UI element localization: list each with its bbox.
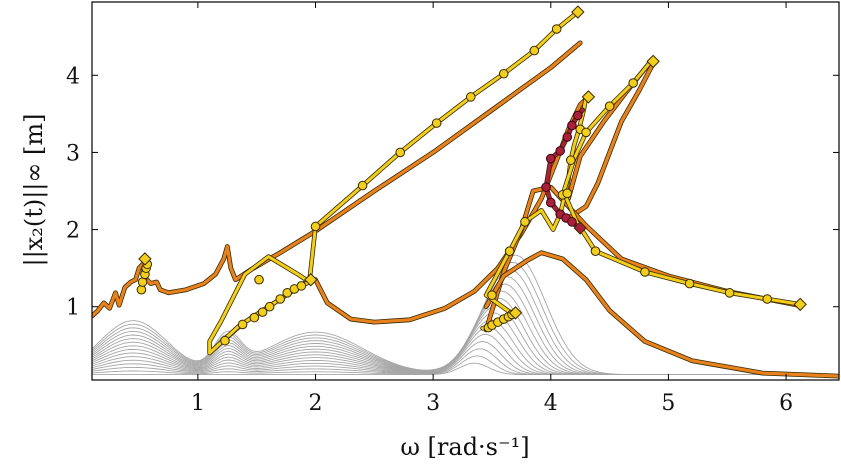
- point-marker: [529, 45, 540, 56]
- y-axis-title: ||x₂(t)||∞ [m]: [20, 114, 49, 267]
- point-marker: [590, 246, 601, 256]
- point-marker: [640, 267, 650, 277]
- point-marker: [431, 118, 442, 128]
- y-tick-label: 2: [66, 219, 80, 244]
- continuation-lower-right-line: [563, 193, 802, 306]
- end-diamond-marker: [571, 5, 585, 19]
- point-marker: [357, 180, 368, 191]
- point-marker: [275, 294, 286, 304]
- point-marker: [762, 294, 773, 304]
- point-marker: [395, 147, 406, 158]
- envelope-curves: [92, 40, 839, 379]
- point-marker: [296, 281, 307, 291]
- point-marker: [249, 312, 260, 323]
- point-marker: [520, 217, 530, 227]
- background-curve: [92, 254, 836, 376]
- y-tick-label: 4: [66, 64, 80, 89]
- point-marker: [565, 155, 576, 165]
- end-diamond-marker: [646, 54, 660, 69]
- envelope-right-branch-line: [566, 59, 656, 220]
- point-marker: [237, 319, 248, 330]
- unstable-point-marker: [562, 132, 573, 142]
- end-diamond-marker: [581, 90, 596, 104]
- markers: [136, 5, 807, 346]
- y-tick-label: 1: [66, 296, 80, 321]
- point-marker: [487, 290, 497, 300]
- point-marker: [684, 278, 695, 289]
- point-marker: [551, 24, 562, 34]
- unstable-point-marker: [545, 153, 556, 164]
- unstable-point-marker: [567, 120, 577, 131]
- point-marker: [254, 274, 264, 285]
- background-curves: [92, 254, 836, 376]
- end-diamond-marker: [138, 252, 152, 266]
- unstable-point-marker: [567, 217, 577, 227]
- unstable-point-marker: [541, 182, 551, 192]
- unstable-point-marker: [555, 146, 565, 156]
- axis-ticks: 1 2 3 4 5 6 1 2 3 4: [66, 2, 839, 416]
- point-marker: [465, 92, 476, 102]
- point-marker: [628, 78, 638, 88]
- point-marker: [498, 68, 509, 79]
- point-marker: [504, 246, 515, 256]
- point-marker: [220, 335, 230, 346]
- envelope-bottom-outline: [483, 250, 839, 379]
- plot-frame: [91, 1, 840, 381]
- x-tick-label: 5: [661, 391, 675, 416]
- unstable-point-marker: [573, 110, 583, 121]
- point-marker: [562, 188, 573, 199]
- unstable-end-diamond-marker: [573, 221, 587, 235]
- point-marker: [310, 221, 321, 232]
- point-marker: [264, 301, 275, 312]
- envelope-bottom-line: [484, 251, 839, 378]
- point-marker: [604, 101, 615, 111]
- x-tick-label: 4: [544, 391, 558, 416]
- end-diamond-marker: [304, 273, 318, 287]
- point-marker: [136, 284, 147, 295]
- envelope-main-valley-outline: [313, 94, 591, 325]
- point-marker: [581, 127, 591, 138]
- point-marker: [257, 307, 268, 317]
- envelope-main-valley-line: [313, 95, 590, 324]
- end-diamond-marker: [508, 306, 523, 320]
- end-diamond-marker: [793, 297, 807, 312]
- continuation-lower-right-outline: [562, 192, 803, 307]
- x-tick-label: 3: [426, 391, 440, 416]
- x-tick-label: 1: [191, 391, 205, 416]
- x-tick-label: 2: [309, 391, 323, 416]
- continuation-curves: [139, 9, 803, 356]
- x-axis-title: ω [rad·s⁻¹]: [400, 433, 529, 461]
- unstable-point-marker: [545, 197, 556, 208]
- point-marker: [724, 288, 735, 298]
- y-tick-label: 3: [66, 141, 80, 166]
- x-tick-label: 6: [779, 391, 793, 416]
